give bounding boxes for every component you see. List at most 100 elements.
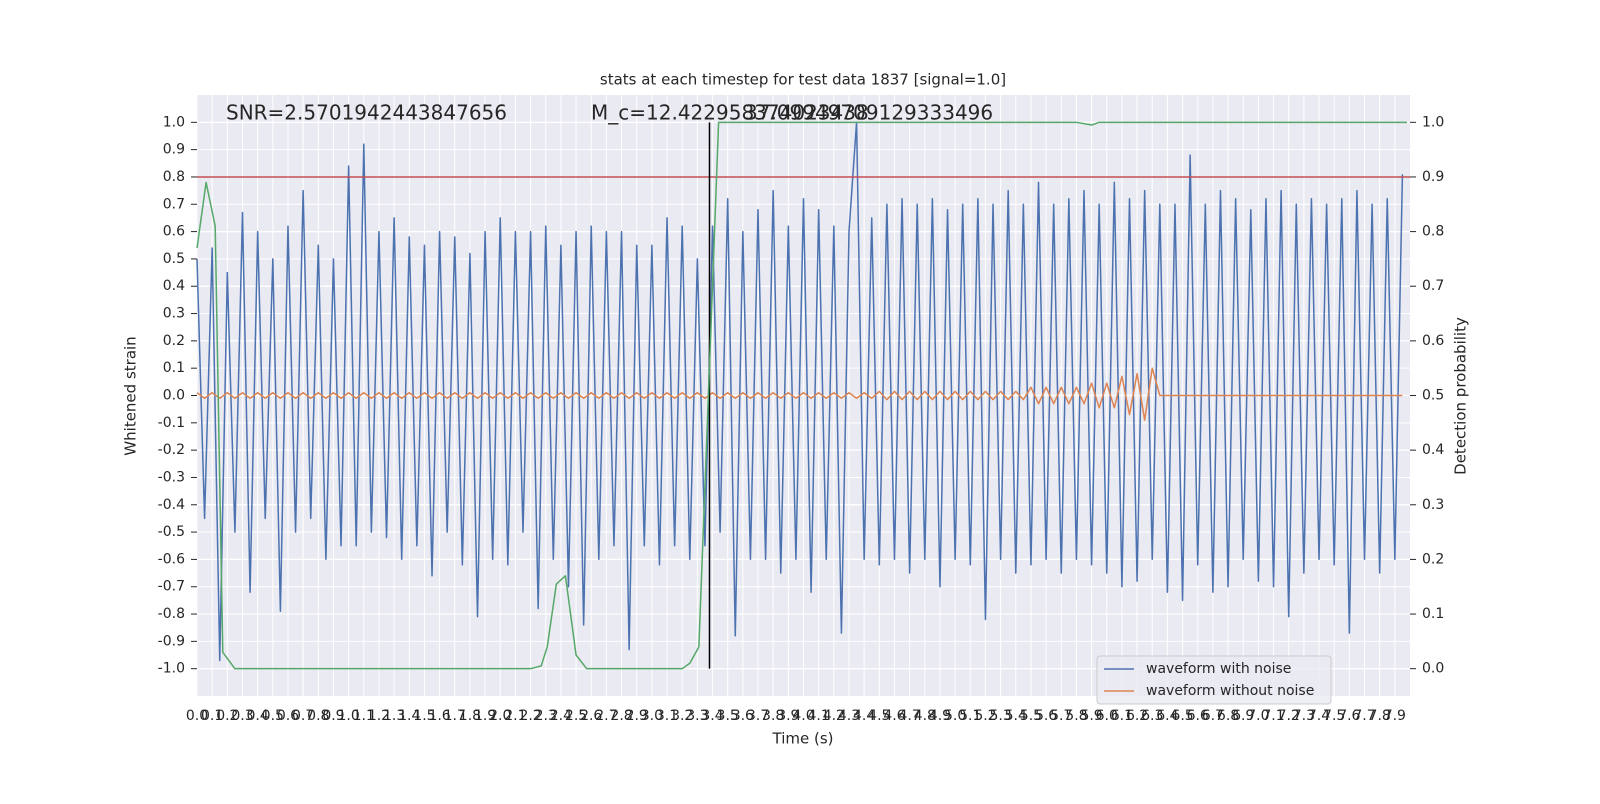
x-tick-label: 2.8 bbox=[610, 708, 632, 724]
x-tick-label: 3.5 bbox=[717, 708, 739, 724]
x-tick-label: 2.2 bbox=[519, 708, 541, 724]
x-tick-label: 4.2 bbox=[823, 708, 845, 724]
series-line bbox=[196, 367, 1403, 421]
y2-tick-label: 1.0 bbox=[1422, 114, 1444, 130]
x-tick-label: 6.0 bbox=[1096, 708, 1118, 724]
x-tick-label: 3.9 bbox=[777, 708, 799, 724]
x-tick-label: 0.2 bbox=[216, 708, 238, 724]
x-tick-label: 5.2 bbox=[974, 708, 996, 724]
marks bbox=[196, 121, 1410, 670]
x-tick-label: 3.0 bbox=[641, 708, 663, 724]
x-tick-label: 7.4 bbox=[1308, 708, 1330, 724]
y-tick-label: 1.0 bbox=[163, 114, 185, 130]
y-tick-label: -0.1 bbox=[158, 415, 185, 431]
x-tick-label: 7.3 bbox=[1293, 708, 1315, 724]
x-tick-label: 3.6 bbox=[732, 708, 754, 724]
x-tick-label: 0.6 bbox=[277, 708, 299, 724]
x-tick-label: 5.6 bbox=[1035, 708, 1057, 724]
x-tick-label: 5.5 bbox=[1020, 708, 1042, 724]
x-tick-label: 2.6 bbox=[580, 708, 602, 724]
x-tick-label: 1.4 bbox=[398, 708, 420, 724]
y2-tick-label: 0.8 bbox=[1422, 224, 1444, 240]
y2-tick-label: 0.1 bbox=[1422, 606, 1444, 622]
y-tick-label: -1.0 bbox=[158, 661, 185, 677]
y-tick-label: -0.4 bbox=[158, 497, 185, 513]
chart-title: stats at each timestep for test data 183… bbox=[600, 71, 1006, 89]
x-tick-label: 5.9 bbox=[1080, 708, 1102, 724]
x-tick-label: 5.3 bbox=[989, 708, 1011, 724]
x-tick-label: 5.7 bbox=[1050, 708, 1072, 724]
y-tick-label: 0.9 bbox=[163, 142, 185, 158]
x-tick-label: 6.8 bbox=[1217, 708, 1239, 724]
x-tick-label: 4.6 bbox=[883, 708, 905, 724]
series-line bbox=[196, 121, 1404, 662]
x-tick-label: 2.0 bbox=[489, 708, 511, 724]
y-tick-label: -0.3 bbox=[158, 469, 185, 485]
y-tick-label: -0.8 bbox=[158, 606, 185, 622]
x-tick-label: 3.8 bbox=[762, 708, 784, 724]
y-tick-label: 0.4 bbox=[163, 278, 185, 294]
x-tick-label: 1.9 bbox=[474, 708, 496, 724]
x-tick-label: 0.7 bbox=[292, 708, 314, 724]
y2-tick-label: 0.3 bbox=[1422, 497, 1444, 513]
y-tick-label: 0.7 bbox=[163, 196, 185, 212]
x-tick-label: 0.1 bbox=[201, 708, 223, 724]
y-tick-label: -0.9 bbox=[158, 633, 185, 649]
y-tick-label: 0.3 bbox=[163, 306, 185, 322]
legend-label: waveform without noise bbox=[1146, 683, 1314, 699]
x-tick-label: 6.1 bbox=[1111, 708, 1133, 724]
x-tick-label: 1.3 bbox=[383, 708, 405, 724]
x-tick-label: 6.6 bbox=[1187, 708, 1209, 724]
x-tick-label: 1.6 bbox=[428, 708, 450, 724]
y2-tick-label: 0.0 bbox=[1422, 661, 1444, 677]
y-tick-label: -0.7 bbox=[158, 579, 185, 595]
y2-tick-label: 0.5 bbox=[1422, 388, 1444, 404]
x-tick-label: 4.0 bbox=[792, 708, 814, 724]
x-tick-label: 5.8 bbox=[1065, 708, 1087, 724]
x-tick-label: 2.1 bbox=[504, 708, 526, 724]
y-tick-label: 0.1 bbox=[163, 360, 185, 376]
x-tick-label: 7.9 bbox=[1384, 708, 1406, 724]
x-tick-label: 2.5 bbox=[565, 708, 587, 724]
y2-axis-label: Detection probability bbox=[1452, 317, 1470, 475]
y-tick-label: 0.8 bbox=[163, 169, 185, 185]
x-tick-label: 2.7 bbox=[595, 708, 617, 724]
x-tick-label: 4.4 bbox=[853, 708, 875, 724]
x-tick-label: 6.5 bbox=[1171, 708, 1193, 724]
x-tick-label: 1.7 bbox=[444, 708, 466, 724]
x-tick-label: 5.1 bbox=[959, 708, 981, 724]
x-tick-label: 7.7 bbox=[1353, 708, 1375, 724]
x-tick-label: 3.1 bbox=[656, 708, 678, 724]
x-tick-label: 4.1 bbox=[808, 708, 830, 724]
legend: waveform with noise waveform without nois… bbox=[1096, 655, 1332, 705]
x-tick-label: 0.3 bbox=[231, 708, 253, 724]
y-axis-label: Whitened strain bbox=[122, 336, 140, 455]
x-tick-label: 5.0 bbox=[944, 708, 966, 724]
x-tick-label: 4.9 bbox=[929, 708, 951, 724]
y2-tick-label: 0.9 bbox=[1422, 169, 1444, 185]
y-tick-label: 0.0 bbox=[163, 388, 185, 404]
x-tick-label: 4.7 bbox=[899, 708, 921, 724]
x-tick-label: 7.1 bbox=[1262, 708, 1284, 724]
y-tick-label: -0.6 bbox=[158, 551, 185, 567]
y-tick-label: 0.2 bbox=[163, 333, 185, 349]
legend-label: waveform with noise bbox=[1146, 661, 1291, 677]
x-tick-label: 3.4 bbox=[701, 708, 723, 724]
x-tick-label: 1.0 bbox=[337, 708, 359, 724]
y2-tick-label: 0.4 bbox=[1422, 442, 1444, 458]
x-tick-label: 0.5 bbox=[262, 708, 284, 724]
x-tick-label: 4.5 bbox=[868, 708, 890, 724]
legend-box bbox=[1096, 655, 1332, 705]
series-line bbox=[196, 121, 1407, 670]
x-tick-label: 4.8 bbox=[914, 708, 936, 724]
annotation: 37.09949709129333496 bbox=[745, 101, 993, 125]
x-tick-label: 0.8 bbox=[307, 708, 329, 724]
x-tick-label: 6.9 bbox=[1232, 708, 1254, 724]
x-tick-label: 7.0 bbox=[1247, 708, 1269, 724]
x-tick-label: 3.2 bbox=[671, 708, 693, 724]
x-tick-label: 0.4 bbox=[247, 708, 269, 724]
x-tick-label: 4.3 bbox=[838, 708, 860, 724]
y-tick-label: -0.5 bbox=[158, 524, 185, 540]
